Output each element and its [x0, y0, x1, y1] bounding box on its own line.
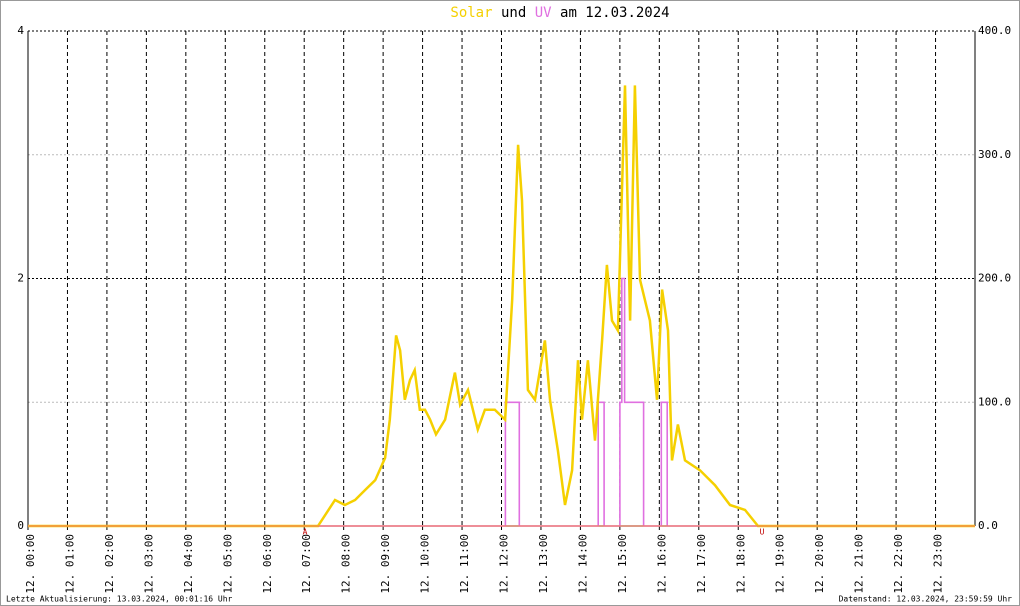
y-tick-label: 0: [17, 519, 24, 532]
series-line: [28, 277, 975, 527]
x-tick-label: 12. 03:00: [142, 534, 155, 594]
x-tick-label: 12. 16:00: [655, 534, 668, 594]
y2-tick-label: 400.0: [978, 24, 1011, 37]
x-tick-label: 12. 00:00: [24, 534, 37, 594]
y2-tick-label: 0.0: [978, 519, 998, 532]
x-tick-label: 12. 17:00: [695, 534, 708, 594]
x-tick-label: 12. 05:00: [221, 534, 234, 594]
y2-tick-label: 300.0: [978, 148, 1011, 161]
series-line: [28, 85, 975, 528]
annotation: A: [303, 528, 308, 537]
title-part: am 12.03.2024: [560, 5, 670, 21]
x-tick-label: 12. 18:00: [734, 534, 747, 594]
y-tick-label: 4: [17, 24, 24, 37]
chart-title: Solar und UV am 12.03.2024: [450, 5, 669, 21]
x-tick-label: 12. 09:00: [379, 534, 392, 594]
y-tick-label: 2: [17, 272, 24, 285]
x-tick-label: 12. 04:00: [182, 534, 195, 594]
x-tick-label: 12. 19:00: [774, 534, 787, 594]
title-part: Solar: [450, 5, 492, 21]
y2-tick-label: 200.0: [978, 272, 1011, 285]
annotation: U: [760, 528, 765, 537]
x-tick-label: 12. 13:00: [537, 534, 550, 594]
x-tick-label: 12. 22:00: [892, 534, 905, 594]
y2-tick-label: 100.0: [978, 395, 1011, 408]
x-tick-label: 12. 12:00: [498, 534, 511, 594]
x-tick-label: 12. 20:00: [813, 534, 826, 594]
footer-left: Letzte Aktualisierung: 13.03.2024, 00:01…: [6, 595, 233, 604]
x-tick-label: 12. 02:00: [103, 534, 116, 594]
x-tick-label: 12. 01:00: [63, 534, 76, 594]
footer-right: Datenstand: 12.03.2024, 23:59:59 Uhr: [839, 595, 1013, 604]
x-tick-label: 12. 10:00: [419, 534, 432, 594]
x-tick-label: 12. 23:00: [932, 534, 945, 594]
x-tick-label: 12. 15:00: [616, 534, 629, 594]
x-tick-label: 12. 06:00: [261, 534, 274, 594]
x-tick-label: 12. 11:00: [458, 534, 471, 594]
title-part: UV: [535, 5, 552, 21]
x-tick-label: 12. 14:00: [576, 534, 589, 594]
x-tick-label: 12. 21:00: [853, 534, 866, 594]
x-tick-label: 12. 08:00: [340, 534, 353, 594]
title-part: und: [501, 5, 526, 21]
x-tick-label: 12. 07:00: [300, 534, 313, 594]
